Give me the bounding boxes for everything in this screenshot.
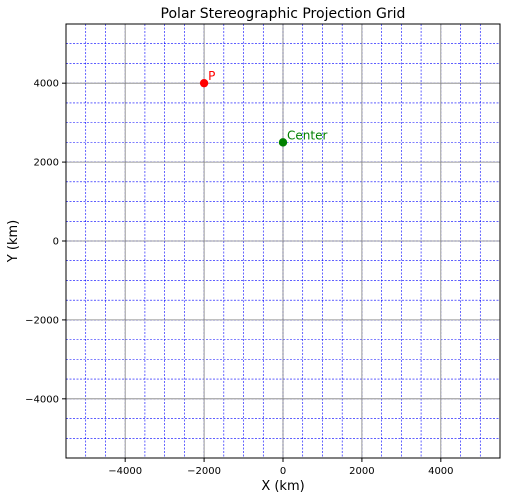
x-axis-label: X (km): [261, 479, 304, 494]
x-tick-label: −2000: [187, 466, 221, 477]
y-tick-label: 0: [53, 237, 59, 248]
axis-lines: [66, 24, 500, 458]
point-marker: [278, 138, 288, 147]
y-axis-label: Y (km): [6, 220, 21, 263]
y-tick-label: 4000: [34, 79, 59, 90]
point-label: P: [208, 69, 215, 83]
ticks: −4000 −2000 0 2000 4000 −4000 −2000 0 2000 4000: [25, 79, 453, 477]
x-tick-label: 2000: [349, 466, 374, 477]
chart-title: Polar Stereographic Projection Grid: [161, 6, 406, 22]
point-marker: [199, 78, 209, 88]
y-tick-label: −4000: [25, 394, 59, 405]
x-tick-label: 4000: [428, 466, 453, 477]
x-tick-label: 0: [280, 466, 286, 477]
y-tick-label: 2000: [34, 158, 59, 169]
y-tick-label: −2000: [25, 315, 59, 326]
x-tick-label: −4000: [108, 466, 142, 477]
point-label: Center: [287, 128, 327, 142]
data-points: P Center: [199, 69, 327, 147]
